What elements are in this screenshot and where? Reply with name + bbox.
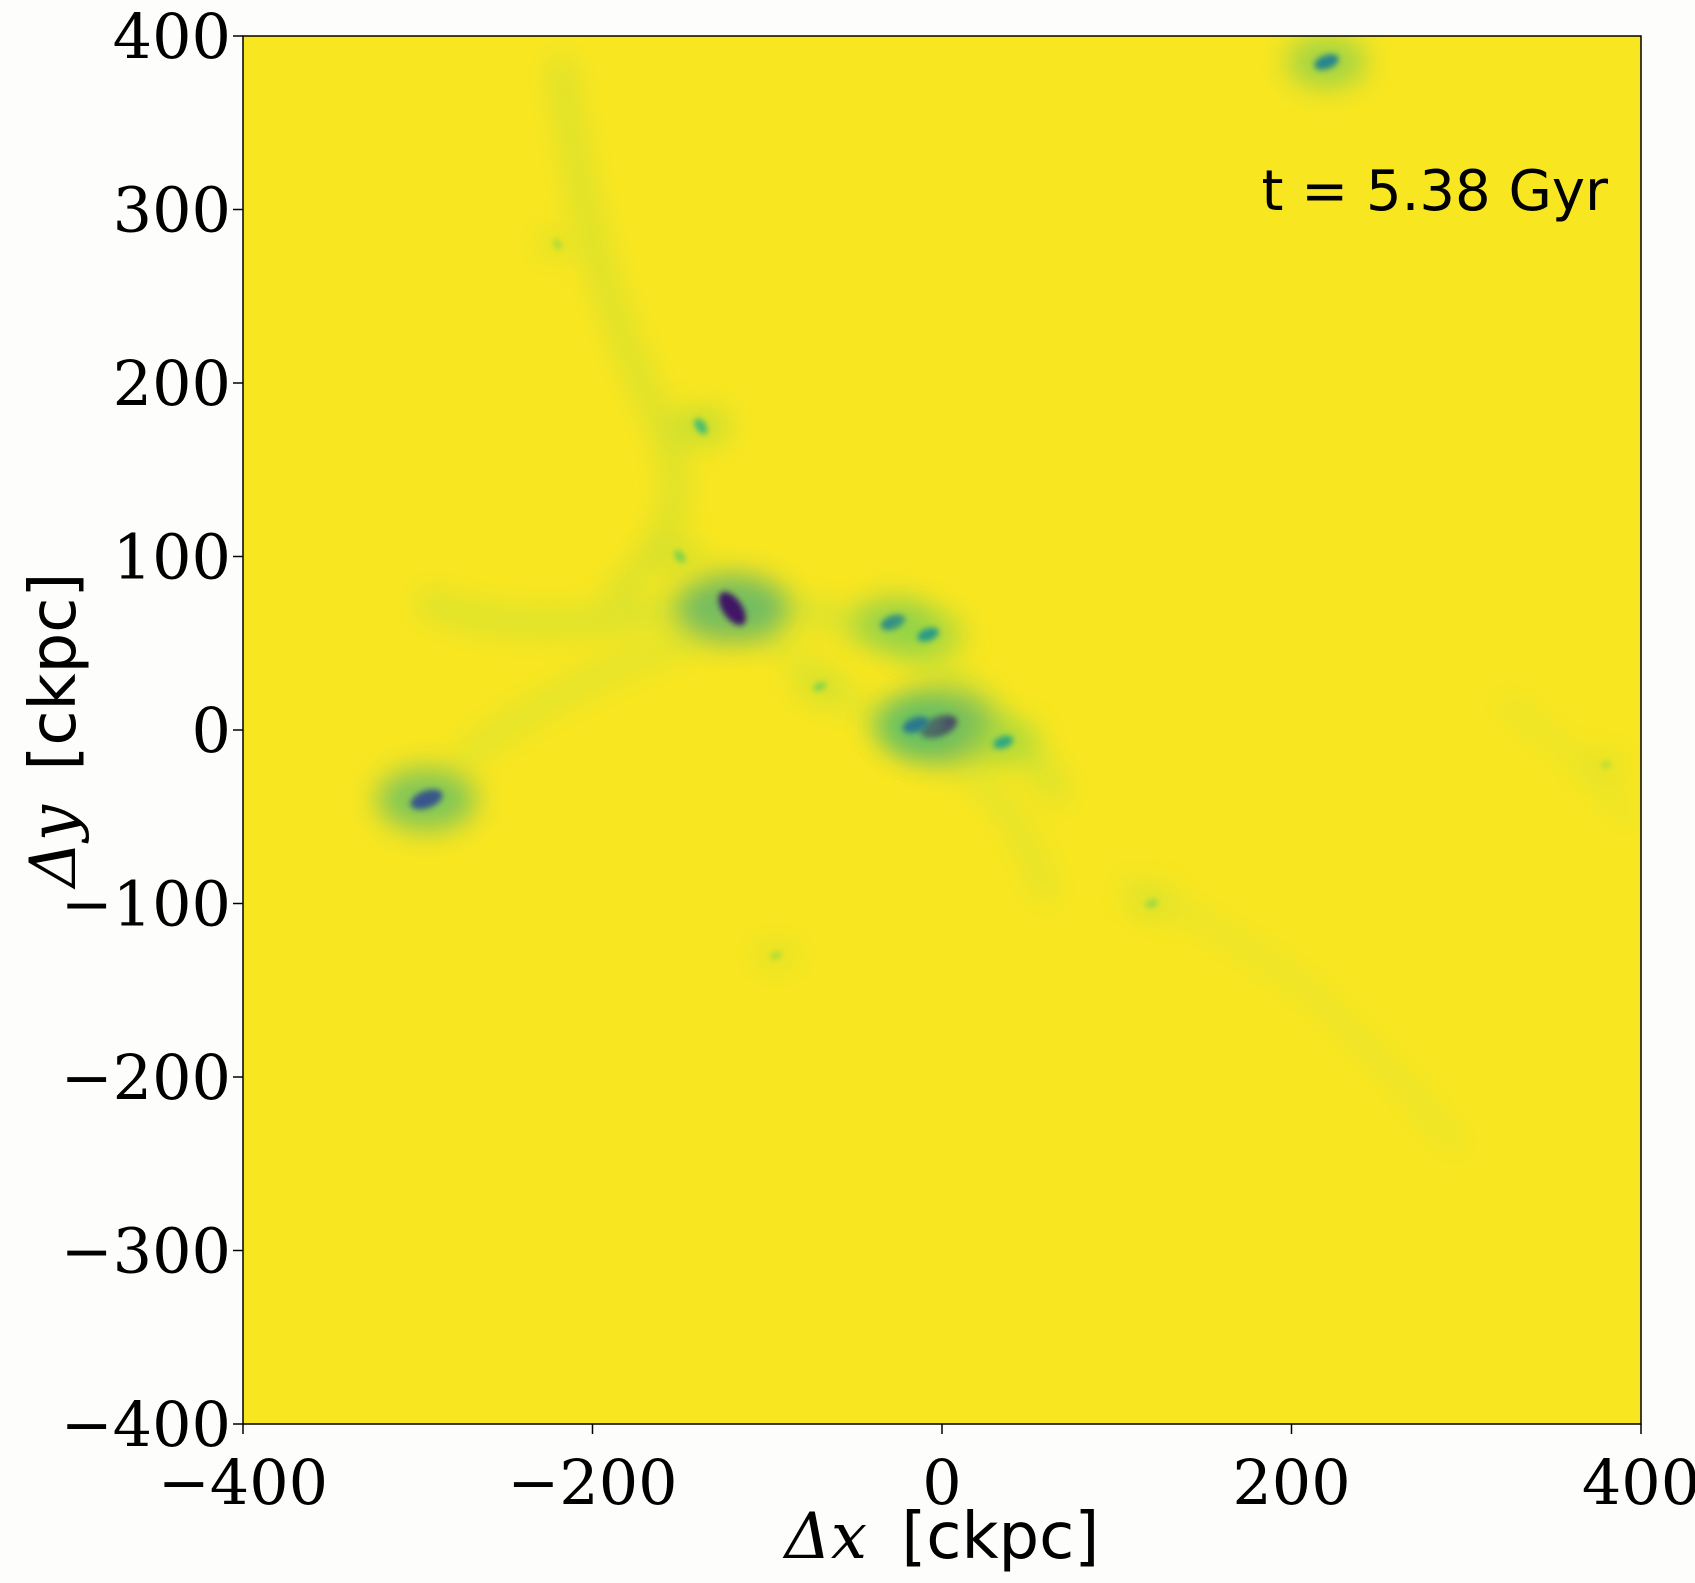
- y-tick-label: −300: [61, 1215, 231, 1288]
- x-tick-label: −400: [158, 1446, 328, 1519]
- y-axis-ticks: −400 −300 −200 −100 0 100 200 300 400: [61, 0, 243, 1461]
- y-tick-label: 200: [113, 347, 231, 420]
- y-tick-label: 0: [192, 694, 231, 767]
- y-tick-label: −400: [61, 1388, 231, 1461]
- y-tick-label: −100: [61, 868, 231, 941]
- density-peak: [674, 550, 686, 563]
- density-peak: [1145, 899, 1158, 908]
- y-axis-label-symbol: Δy: [17, 804, 91, 890]
- density-features: [376, 36, 1629, 971]
- y-tick-label: 400: [113, 0, 231, 73]
- x-axis-label-symbol: Δx: [782, 1500, 867, 1574]
- x-tick-label: 400: [1582, 1446, 1695, 1519]
- x-tick-label: −200: [507, 1446, 677, 1519]
- density-peak: [718, 591, 746, 626]
- density-peak: [917, 627, 939, 642]
- density-peak: [993, 735, 1014, 749]
- time-annotation: t = 5.38 Gyr: [1261, 159, 1609, 224]
- x-axis-label-unit: [ckpc]: [901, 1500, 1099, 1574]
- density-peak: [552, 238, 563, 250]
- density-peak: [410, 789, 443, 810]
- x-axis-label: Δx [ckpc]: [782, 1500, 1100, 1574]
- y-axis-label: Δy [ckpc]: [17, 573, 91, 891]
- x-tick-label: 200: [1232, 1446, 1350, 1519]
- y-tick-label: 300: [113, 174, 231, 247]
- density-peak: [1600, 760, 1612, 769]
- x-axis-ticks: −400 −200 0 200 400: [158, 1424, 1695, 1519]
- x-tick-label: 0: [922, 1446, 961, 1519]
- density-peak: [694, 418, 708, 435]
- y-tick-label: −200: [61, 1041, 231, 1114]
- y-axis-label-unit: [ckpc]: [17, 573, 91, 771]
- density-peak: [1314, 54, 1339, 70]
- density-peak: [813, 681, 827, 692]
- density-peak: [902, 716, 929, 734]
- y-tick-label: 100: [113, 521, 231, 594]
- density-peak: [770, 951, 782, 960]
